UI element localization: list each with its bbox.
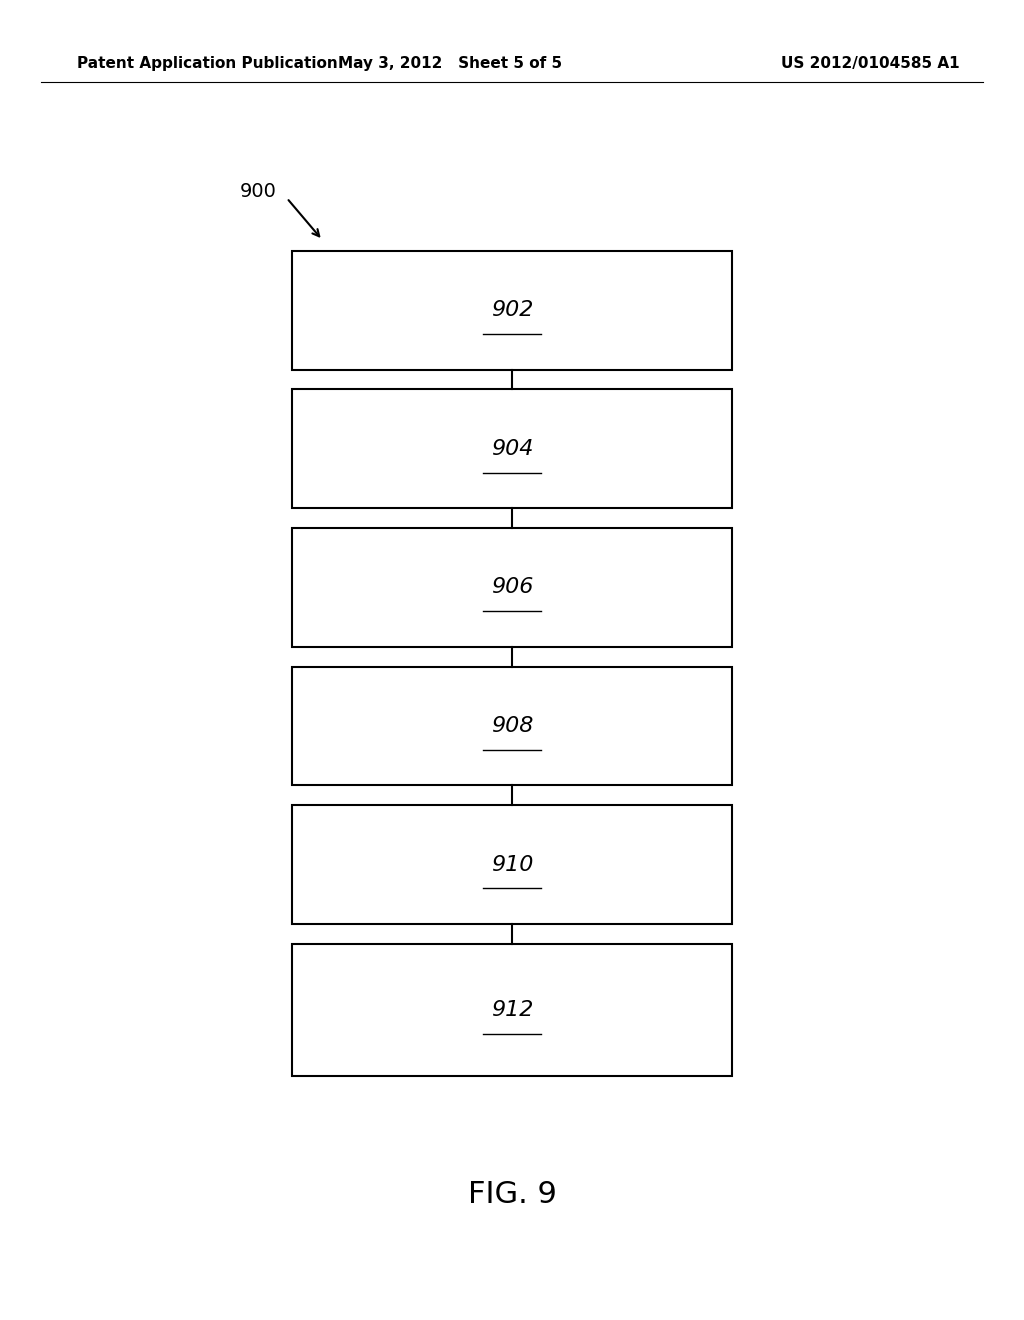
Text: 912: 912 [490, 999, 534, 1020]
Bar [292, 667, 732, 785]
Text: 904: 904 [490, 438, 534, 459]
Text: US 2012/0104585 A1: US 2012/0104585 A1 [781, 55, 959, 71]
Text: 908: 908 [490, 715, 534, 737]
Bar [292, 805, 732, 924]
Text: Patent Application Publication: Patent Application Publication [77, 55, 338, 71]
Bar [292, 944, 732, 1076]
Text: 910: 910 [490, 854, 534, 875]
Bar [292, 389, 732, 508]
Text: FIG. 9: FIG. 9 [468, 1180, 556, 1209]
Text: May 3, 2012   Sheet 5 of 5: May 3, 2012 Sheet 5 of 5 [339, 55, 562, 71]
Bar [292, 528, 732, 647]
Text: 906: 906 [490, 577, 534, 598]
Bar [292, 251, 732, 370]
Text: 900: 900 [240, 182, 276, 201]
Text: 902: 902 [490, 300, 534, 321]
